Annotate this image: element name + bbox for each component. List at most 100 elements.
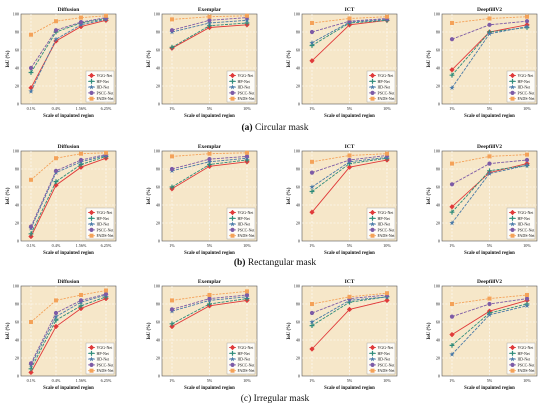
x-tick-label: 10% bbox=[383, 378, 391, 383]
legend-marker bbox=[229, 72, 236, 79]
y-tick-label: 60 bbox=[436, 185, 440, 190]
data-point bbox=[449, 182, 455, 187]
legend-label: PSCC-Net bbox=[518, 90, 536, 95]
series-line-hp-net bbox=[30, 296, 107, 370]
legend-label: HP-Net bbox=[97, 216, 110, 221]
data-point bbox=[104, 150, 108, 155]
legend-label: PSCC-Net bbox=[518, 362, 536, 367]
y-tick-label: 100 bbox=[154, 12, 160, 17]
data-point bbox=[207, 157, 212, 162]
y-tick-label: 0 bbox=[438, 239, 440, 244]
caption-circular: (a) Circular mask bbox=[241, 123, 309, 133]
data-point bbox=[206, 20, 213, 26]
data-point bbox=[245, 150, 249, 155]
y-tick-label: 80 bbox=[156, 302, 160, 307]
x-axis-label: Scale of inpainted region bbox=[184, 114, 235, 119]
legend-marker bbox=[369, 344, 376, 351]
legend-marker bbox=[230, 368, 235, 373]
legend-marker bbox=[88, 344, 95, 351]
data-point bbox=[170, 17, 174, 22]
data-point bbox=[28, 366, 34, 372]
legend-label: IID-Net bbox=[238, 357, 252, 362]
data-point bbox=[449, 85, 455, 91]
x-tick-label: 0.1% bbox=[27, 378, 36, 383]
data-point bbox=[487, 22, 492, 27]
x-tick-label: 10% bbox=[243, 106, 251, 111]
y-tick-label: 0 bbox=[298, 102, 300, 107]
y-axis-label: IoU (%) bbox=[427, 187, 432, 204]
legend-marker bbox=[230, 227, 235, 232]
y-tick-label: 60 bbox=[15, 320, 19, 325]
y-tick-label: 100 bbox=[294, 12, 300, 17]
y-tick-label: 20 bbox=[296, 356, 300, 361]
data-point bbox=[309, 323, 315, 328]
legend-label: FADS-Net bbox=[238, 233, 256, 238]
y-tick-label: 60 bbox=[436, 320, 440, 325]
data-point bbox=[28, 65, 34, 71]
data-point bbox=[104, 13, 108, 18]
data-point bbox=[487, 296, 492, 301]
legend-label: HP-Net bbox=[238, 216, 251, 221]
data-point bbox=[524, 162, 530, 168]
data-point bbox=[79, 151, 83, 156]
legend-label: PSCC-Net bbox=[518, 227, 536, 232]
y-tick-label: 40 bbox=[15, 203, 19, 208]
legend-marker bbox=[230, 90, 235, 95]
legend-marker bbox=[509, 84, 516, 90]
chart-panel-1: 0 20 40 60 80 100 0.1% 0.4% 1.56% 6.25% Diffusion S… bbox=[6, 7, 117, 119]
series-line-pscc-net bbox=[30, 154, 107, 227]
data-point bbox=[53, 310, 59, 316]
series-line-vgg-net bbox=[30, 157, 107, 237]
legend-marker bbox=[369, 221, 376, 227]
series-line-iid-net bbox=[30, 155, 107, 229]
data-point bbox=[450, 21, 454, 25]
data-point bbox=[309, 40, 315, 46]
y-tick-label: 20 bbox=[436, 84, 440, 89]
data-point bbox=[449, 220, 455, 226]
data-point bbox=[28, 88, 34, 94]
data-point bbox=[346, 306, 353, 313]
legend-label: IID-Net bbox=[378, 357, 392, 362]
data-point bbox=[28, 233, 34, 240]
legend-label: HP-Net bbox=[518, 351, 531, 356]
x-axis-label: Scale of inpainted region bbox=[324, 114, 375, 119]
data-point bbox=[54, 298, 58, 303]
legend-marker bbox=[370, 350, 375, 356]
data-point bbox=[309, 346, 315, 352]
legend-marker bbox=[370, 78, 375, 84]
x-tick-label: 5% bbox=[347, 378, 353, 383]
legend-label: FADS-Net bbox=[518, 368, 536, 373]
x-tick-label: 10% bbox=[243, 243, 251, 248]
y-tick-label: 40 bbox=[436, 203, 440, 208]
data-point bbox=[170, 298, 174, 303]
y-tick-label: 20 bbox=[156, 221, 160, 226]
data-point bbox=[486, 31, 493, 37]
legend-label: IID-Net bbox=[238, 85, 252, 90]
chart-panel-10: 0 20 40 60 80 100 1% 5% 10% Exemplar Scale of inpa… bbox=[147, 279, 258, 391]
data-point bbox=[104, 288, 108, 293]
legend-label: IID-Net bbox=[518, 222, 532, 227]
data-point bbox=[53, 36, 59, 42]
y-tick-label: 80 bbox=[436, 30, 440, 35]
y-tick-label: 60 bbox=[296, 320, 300, 325]
data-point bbox=[525, 14, 529, 19]
y-axis-label: IoU (%) bbox=[427, 322, 432, 339]
series-line-hp-net bbox=[30, 155, 107, 234]
data-point bbox=[79, 293, 83, 297]
chart-panel-6: 0 20 40 60 80 100 1% 5% 10% Exemplar Scale of inpa… bbox=[147, 144, 258, 256]
legend-marker bbox=[88, 209, 95, 216]
legend-label: IID-Net bbox=[518, 357, 532, 362]
data-point bbox=[524, 23, 530, 29]
data-point bbox=[53, 323, 59, 330]
legend-marker bbox=[89, 350, 94, 356]
legend-marker bbox=[370, 368, 375, 373]
y-tick-label: 20 bbox=[296, 84, 300, 89]
data-point bbox=[309, 184, 315, 190]
legend-marker bbox=[88, 356, 95, 362]
data-point bbox=[207, 18, 212, 23]
y-tick-label: 20 bbox=[436, 221, 440, 226]
legend-label: VGG-Net bbox=[518, 345, 535, 350]
x-tick-label: 1% bbox=[309, 378, 315, 383]
legend-marker bbox=[89, 90, 94, 95]
